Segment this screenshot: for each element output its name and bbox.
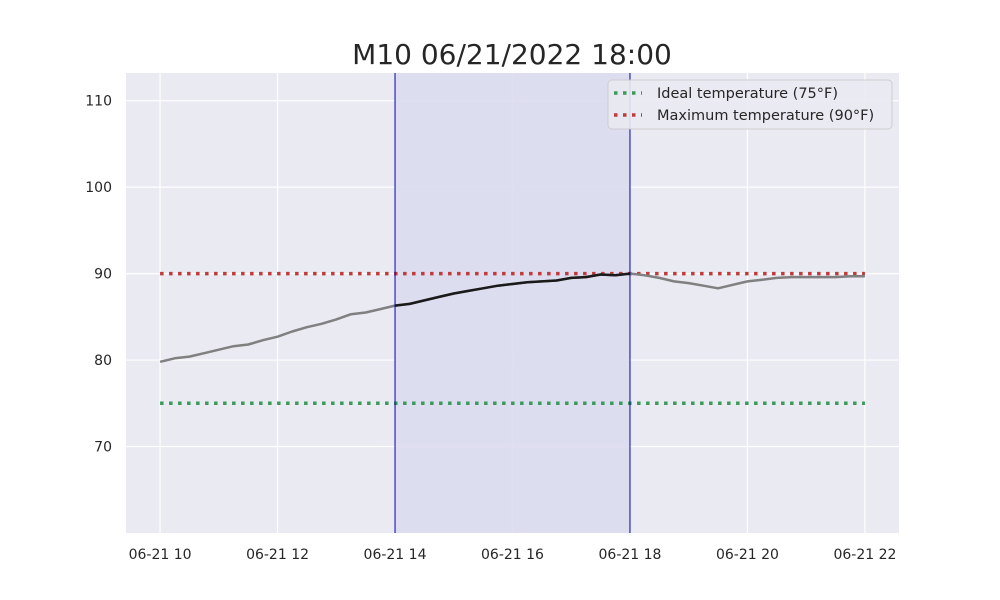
legend-box (607, 79, 893, 130)
x-tick-label: 06-21 22 (833, 547, 896, 563)
x-tick-label: 06-21 16 (481, 547, 544, 563)
x-tick-label: 06-21 18 (599, 547, 662, 563)
chart-title: M10 06/21/2022 18:00 (352, 38, 672, 71)
x-tick-label: 06-21 12 (246, 547, 309, 563)
y-tick-label: 110 (85, 94, 112, 110)
y-tick-label: 70 (94, 440, 112, 456)
legend-label: Maximum temperature (90°F) (657, 108, 874, 124)
y-tick-label: 90 (94, 267, 112, 283)
x-tick-label: 06-21 20 (716, 547, 779, 563)
series-line-highlight (394, 272, 631, 307)
highlight-window (395, 73, 630, 533)
legend-label: Ideal temperature (75°F) (657, 86, 838, 102)
x-tick-label: 06-21 14 (364, 547, 427, 563)
x-tick-label: 06-21 10 (129, 547, 192, 563)
y-tick-label: 80 (94, 353, 112, 369)
y-tick-label: 100 (85, 180, 112, 196)
